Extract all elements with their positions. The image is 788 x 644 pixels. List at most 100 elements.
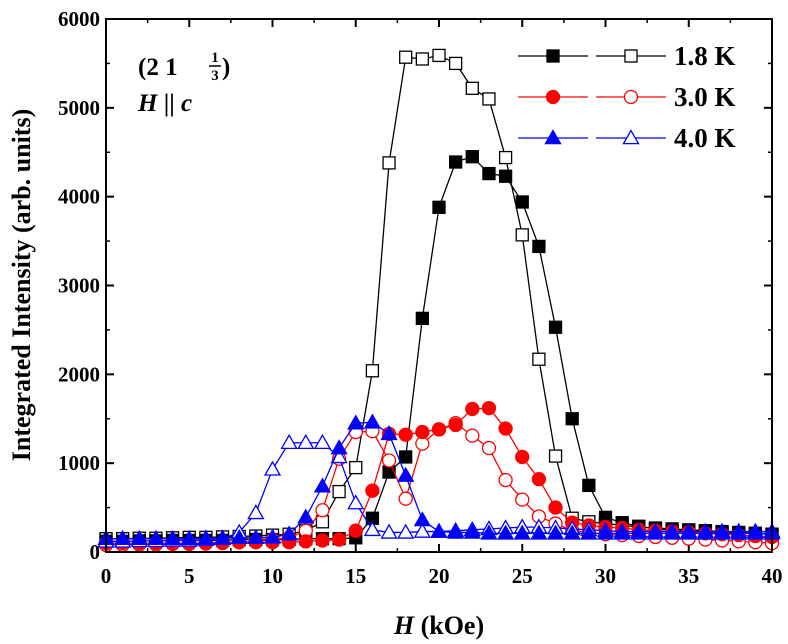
data-point: [147, 529, 165, 545]
legend-marker-filled: [546, 49, 560, 63]
data-point: [415, 311, 430, 326]
x-tick-label: 40: [762, 564, 783, 588]
data-point: [263, 528, 282, 544]
data-point: [163, 529, 182, 545]
data-point: [448, 155, 463, 169]
data-point: [315, 533, 330, 548]
data-point: [730, 524, 748, 540]
data-point: [380, 523, 398, 539]
x-tick-label: 10: [262, 564, 283, 588]
data-point: [430, 522, 448, 538]
data-point: [197, 529, 215, 545]
y-tick-label: 1000: [58, 451, 100, 475]
tick-labels: 0 5 10 15 20 25 30 35 40 0 1000 2000 3000 4000 5000 600…: [58, 7, 783, 588]
legend-marker-open: [623, 89, 639, 105]
data-point: [363, 520, 382, 537]
data-point: [630, 524, 648, 540]
field-direction: H || c: [137, 90, 192, 117]
legend-label: 3.0 K: [674, 82, 736, 112]
data-point: [481, 440, 497, 456]
data-point: [498, 421, 513, 436]
series-4-0-K-filled: [97, 413, 781, 545]
data-point: [331, 532, 347, 547]
reflection-frac-den: 3: [211, 68, 219, 84]
data-point: [382, 465, 396, 479]
legend-label: 1.8 K: [674, 41, 736, 71]
data-point: [565, 412, 579, 426]
y-tick-label: 6000: [58, 7, 100, 31]
data-point: [546, 524, 565, 540]
data-point: [582, 478, 596, 493]
series-line: [106, 155, 773, 542]
data-point: [297, 433, 315, 450]
data-point: [596, 524, 615, 540]
data-point: [180, 529, 198, 545]
data-point: [315, 515, 330, 529]
data-point: [431, 422, 447, 437]
data-point: [646, 524, 665, 540]
data-point: [613, 524, 631, 540]
data-point: [680, 524, 698, 540]
data-point: [663, 524, 681, 540]
data-point: [263, 460, 282, 476]
data-point: [532, 352, 546, 366]
data-point: [399, 50, 413, 64]
data-point: [298, 534, 313, 549]
data-point: [530, 524, 548, 540]
legend: 1.8 K 3.0 K 4.0 K: [518, 41, 736, 153]
data-point: [313, 477, 332, 493]
data-point: [415, 424, 430, 440]
data-point: [365, 364, 380, 378]
data-point: [315, 503, 330, 518]
data-point: [465, 428, 480, 443]
data-point: [330, 439, 348, 455]
reflection-prefix: (2 1: [138, 54, 178, 81]
data-point: [247, 504, 265, 520]
data-point: [515, 449, 530, 465]
data-point: [515, 492, 530, 507]
data-point: [498, 150, 513, 165]
y-tick-label: 5000: [58, 96, 100, 120]
data-point: [532, 239, 546, 254]
legend-marker-filled: [545, 89, 561, 105]
y-tick-label: 3000: [58, 274, 100, 298]
data-point: [365, 483, 380, 498]
data-point: [496, 524, 515, 540]
data-point: [397, 466, 415, 482]
x-axis-title: H (kOe): [393, 611, 484, 640]
data-point: [398, 491, 413, 506]
data-point: [465, 401, 480, 417]
data-point: [713, 524, 731, 540]
data-point: [415, 52, 430, 66]
data-point: [432, 200, 446, 214]
data-point: [213, 529, 232, 545]
data-point: [399, 450, 413, 464]
svg-text:): ): [222, 54, 230, 81]
data-point: [465, 150, 479, 164]
reflection-annotation: (2 1 1 3 ) H || c: [137, 50, 230, 117]
data-point: [498, 472, 513, 488]
data-point: [114, 529, 132, 545]
y-tick-label: 2000: [58, 362, 100, 386]
series-1-8-K-filled: [99, 150, 779, 548]
data-point: [413, 522, 431, 538]
series-line: [106, 421, 772, 540]
x-tick-label: 5: [184, 564, 195, 588]
data-point: [548, 320, 563, 334]
data-point: [482, 92, 496, 106]
data-point: [513, 524, 531, 540]
legend-marker-open: [624, 49, 638, 63]
data-point: [448, 417, 463, 433]
series-line: [106, 54, 773, 540]
data-point: [531, 472, 547, 487]
data-point: [280, 525, 298, 541]
data-point: [349, 460, 363, 475]
axis-ticks: [105, 18, 773, 553]
series-layer: [97, 48, 781, 553]
data-point: [247, 528, 265, 545]
legend-entry: 1.8 K: [518, 41, 736, 71]
data-point: [580, 524, 598, 540]
data-point: [398, 427, 413, 442]
legend-entry: 4.0 K: [518, 123, 736, 153]
data-point: [498, 169, 513, 183]
